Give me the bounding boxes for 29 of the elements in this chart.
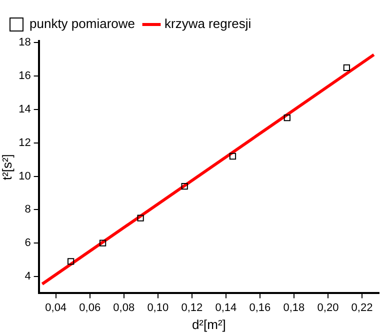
- x-tick-label: 0,14: [215, 302, 237, 314]
- x-axis-title: d²[m²]: [192, 316, 226, 332]
- point: [229, 152, 236, 160]
- x-tick-label: 0,18: [283, 302, 305, 314]
- legend-label: krzywa regresji: [164, 16, 252, 32]
- x-tick-label: 0,20: [317, 302, 339, 314]
- x-tick-label: 0,06: [79, 302, 101, 314]
- y-tick-label: 16: [18, 70, 31, 82]
- y-tick-label: 18: [18, 36, 31, 49]
- point: [284, 114, 290, 122]
- y-tick-label: 10: [18, 170, 31, 182]
- point: [99, 240, 106, 246]
- y-tick-label: 12: [18, 136, 31, 149]
- x-tick-label: 0,16: [249, 302, 271, 314]
- point: [137, 214, 144, 222]
- y-tick-label: 8: [24, 204, 31, 216]
- point: [67, 258, 74, 265]
- x-tick-label: 0,22: [351, 302, 373, 314]
- point: [181, 182, 188, 190]
- y-tick-label: 6: [24, 237, 31, 250]
- y-tick-label: 14: [18, 104, 31, 116]
- x-tick-label: 0,04: [45, 302, 67, 314]
- y-axis-title: t²[s²]: [0, 154, 14, 180]
- legend-label: punkty pomiarowe: [30, 16, 135, 32]
- y-tick-label: 4: [24, 270, 31, 283]
- point: [343, 64, 350, 72]
- x-tick-label: 0,10: [147, 302, 169, 314]
- x-tick-label: 0,08: [113, 302, 135, 314]
- x-tick-label: 0,12: [181, 302, 203, 314]
